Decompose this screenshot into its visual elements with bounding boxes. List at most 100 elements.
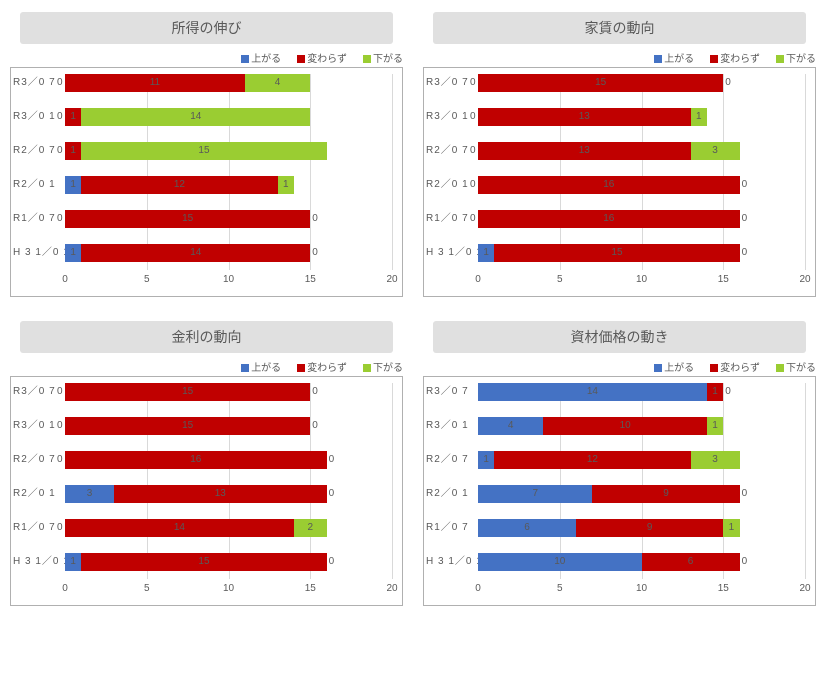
category-label: R1／0 7 — [424, 519, 478, 537]
bar-segment: 6 — [642, 553, 740, 571]
bar-segment: 1 — [691, 108, 707, 126]
chart-panel: 資材価格の動き上がる変わらず下がるR3／0 71410R3／0 14101R2／… — [423, 321, 816, 606]
bar-row: R2／0 71600 — [65, 451, 392, 469]
bar-edge-label: 0 — [312, 244, 318, 262]
bar-segment: 6 — [478, 519, 576, 537]
bar-row: H 3 1／0 11150 — [65, 553, 392, 571]
bar-segment: 16 — [478, 210, 740, 228]
bar-edge-label: 0 — [312, 417, 318, 435]
category-label: R2／0 7 — [424, 451, 478, 469]
category-label: R2／0 1 — [11, 176, 65, 194]
bar-edge-label: 0 — [470, 108, 476, 126]
bar-segment: 3 — [691, 451, 740, 469]
bar-edge-label: 0 — [725, 383, 731, 401]
bar-row: R3／0 71500 — [65, 383, 392, 401]
x-tick: 10 — [223, 274, 234, 285]
bars-container: R3／0 71500R3／0 11310R2／0 71330R2／0 11600… — [478, 74, 805, 270]
x-axis: 05101520 — [65, 274, 392, 292]
category-label: R3／0 1 — [424, 417, 478, 435]
bar-segment: 13 — [478, 142, 691, 160]
bar-segment: 1 — [65, 244, 81, 262]
category-label: R2／0 1 — [11, 485, 65, 503]
x-tick: 10 — [636, 583, 647, 594]
category-label: R2／0 1 — [424, 485, 478, 503]
bar-edge-label: 0 — [470, 210, 476, 228]
x-tick: 15 — [305, 583, 316, 594]
bar-segment: 15 — [65, 383, 310, 401]
gridline — [560, 383, 561, 579]
x-axis: 05101520 — [478, 274, 805, 292]
bar-segment: 15 — [65, 417, 310, 435]
bar-row: R2／0 11600 — [478, 176, 805, 194]
bar-row: R2／0 1790 — [478, 485, 805, 503]
bars-container: R3／0 71140R3／0 11140R2／0 71150R2／0 11121… — [65, 74, 392, 270]
bar-segment: 15 — [81, 553, 326, 571]
bar-segment: 2 — [294, 519, 327, 537]
x-tick: 0 — [62, 274, 68, 285]
gridline — [805, 74, 806, 270]
bar-segment: 13 — [114, 485, 327, 503]
bar-segment: 15 — [81, 142, 326, 160]
bar-row: R3／0 11140 — [65, 108, 392, 126]
bar-edge-label: 0 — [329, 485, 335, 503]
x-tick: 10 — [636, 274, 647, 285]
bar-row: H 3 1／0 11140 — [65, 244, 392, 262]
bar-row: R1／0 71500 — [65, 210, 392, 228]
legend: 上がる変わらず下がる — [10, 359, 403, 374]
bar-segment: 11 — [65, 74, 245, 92]
bar-row: R1／0 71600 — [478, 210, 805, 228]
bar-segment: 9 — [576, 519, 723, 537]
gridline — [723, 383, 724, 579]
chart-title: 家賃の動向 — [433, 12, 806, 44]
bar-edge-label: 0 — [57, 142, 63, 160]
bar-edge-label: 0 — [57, 108, 63, 126]
bar-edge-label: 0 — [742, 210, 748, 228]
bar-row: R1／0 71420 — [65, 519, 392, 537]
category-label: H 3 1／0 1 — [424, 244, 478, 262]
legend-item: 変わらず — [289, 363, 347, 374]
bar-edge-label: 0 — [725, 74, 731, 92]
gridline — [560, 74, 561, 270]
bar-segment: 3 — [691, 142, 740, 160]
legend-item: 下がる — [768, 363, 816, 374]
bar-row: R3／0 71500 — [478, 74, 805, 92]
bar-row: R3／0 14101 — [478, 417, 805, 435]
legend-item: 下がる — [768, 54, 816, 65]
bar-segment: 15 — [494, 244, 739, 262]
category-label: R3／0 7 — [424, 383, 478, 401]
x-tick: 5 — [144, 583, 150, 594]
bar-segment: 12 — [81, 176, 277, 194]
x-tick: 0 — [475, 583, 481, 594]
bar-segment: 14 — [478, 383, 707, 401]
bar-edge-label: 0 — [329, 451, 335, 469]
bar-segment: 14 — [81, 108, 310, 126]
bar-segment: 1 — [65, 176, 81, 194]
bar-edge-label: 0 — [742, 244, 748, 262]
bar-segment: 1 — [707, 383, 723, 401]
bar-row: R3／0 71410 — [478, 383, 805, 401]
x-axis: 05101520 — [478, 583, 805, 601]
category-label: H 3 1／0 1 — [11, 244, 65, 262]
gridline — [723, 74, 724, 270]
bar-segment: 9 — [592, 485, 739, 503]
x-axis: 05101520 — [65, 583, 392, 601]
bar-edge-label: 0 — [57, 383, 63, 401]
bar-row: H 3 1／0 11060 — [478, 553, 805, 571]
bar-segment: 14 — [65, 519, 294, 537]
chart-panel: 金利の動向上がる変わらず下がるR3／0 71500R3／0 11500R2／0 … — [10, 321, 403, 606]
bars-container: R3／0 71410R3／0 14101R2／0 71123R2／0 1790R… — [478, 383, 805, 579]
bar-edge-label: 0 — [470, 176, 476, 194]
bar-segment: 16 — [65, 451, 327, 469]
gridline — [392, 383, 393, 579]
x-tick: 10 — [223, 583, 234, 594]
x-tick: 0 — [62, 583, 68, 594]
bar-segment: 15 — [65, 210, 310, 228]
bar-segment: 15 — [478, 74, 723, 92]
bar-edge-label: 0 — [312, 383, 318, 401]
bar-edge-label: 0 — [312, 210, 318, 228]
bar-row: R3／0 11310 — [478, 108, 805, 126]
bar-segment: 1 — [478, 451, 494, 469]
bar-segment: 10 — [543, 417, 707, 435]
legend-item: 下がる — [355, 363, 403, 374]
bar-edge-label: 0 — [742, 553, 748, 571]
